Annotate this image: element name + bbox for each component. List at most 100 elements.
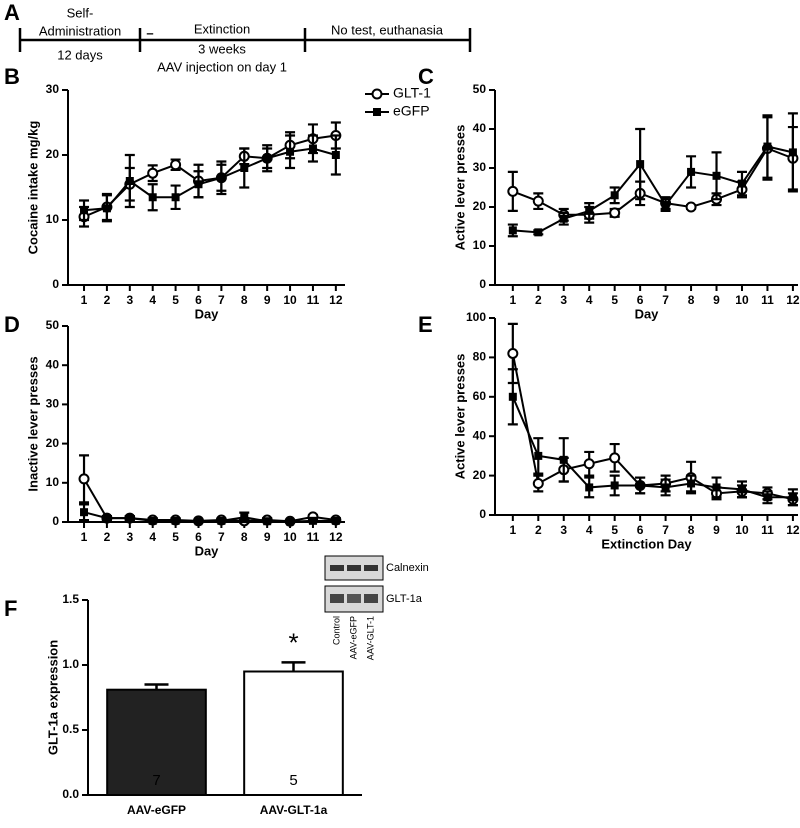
y-tick-label: 1.0 bbox=[62, 657, 79, 671]
x-tick-label: 6 bbox=[195, 530, 202, 544]
point bbox=[685, 201, 697, 213]
legend-marker bbox=[371, 88, 383, 100]
point bbox=[661, 483, 670, 492]
legend-label: eGFP bbox=[393, 103, 430, 119]
point bbox=[308, 144, 317, 153]
x-tick-label: 10 bbox=[283, 530, 297, 544]
point bbox=[532, 477, 544, 489]
x-tick-label: 3 bbox=[126, 293, 133, 307]
stage-label: Extinction bbox=[194, 21, 250, 36]
x-tick-label: 8 bbox=[241, 293, 248, 307]
x-tick-label: AAV-GLT-1a bbox=[260, 803, 328, 817]
y-tick-label: 40 bbox=[473, 121, 487, 135]
y-tick-label: 20 bbox=[46, 436, 60, 450]
x-tick-label: 2 bbox=[104, 293, 111, 307]
y-tick-label: 60 bbox=[473, 389, 487, 403]
point bbox=[712, 483, 721, 492]
series-line bbox=[512, 145, 794, 234]
point bbox=[583, 458, 595, 470]
x-tick-label: 12 bbox=[786, 293, 800, 307]
x-tick-label: 11 bbox=[761, 523, 774, 537]
point bbox=[712, 171, 721, 180]
point bbox=[240, 164, 249, 172]
x-tick-label: 10 bbox=[735, 523, 749, 537]
point bbox=[687, 479, 696, 488]
y-tick-label: 0.0 bbox=[62, 787, 79, 801]
y-tick-label: 0 bbox=[479, 277, 486, 291]
x-tick-label: 4 bbox=[149, 293, 156, 307]
point bbox=[125, 177, 134, 185]
point bbox=[763, 493, 772, 502]
y-axis-label: Cocaine intake mg/kg bbox=[25, 121, 40, 255]
blot-band bbox=[364, 594, 378, 603]
y-axis-label: GLT-1a expression bbox=[45, 640, 60, 755]
point bbox=[80, 508, 89, 517]
y-tick-label: 0 bbox=[52, 514, 59, 528]
point bbox=[661, 201, 670, 210]
point bbox=[147, 167, 159, 179]
western-blot: Calnexin GLT-1a Control AAV-eGFP AAV-GLT… bbox=[324, 555, 429, 660]
point bbox=[148, 516, 157, 525]
panel-label: E bbox=[418, 312, 433, 337]
point bbox=[737, 485, 746, 494]
legend-label: GLT-1 bbox=[393, 85, 431, 101]
point bbox=[507, 185, 519, 197]
x-tick-label: 8 bbox=[241, 530, 248, 544]
x-tick-label: 2 bbox=[535, 293, 542, 307]
x-tick-label: 9 bbox=[713, 523, 720, 537]
x-tick-label: 7 bbox=[218, 293, 225, 307]
point bbox=[609, 207, 621, 219]
significance: * bbox=[288, 627, 298, 657]
x-tick-label: 5 bbox=[172, 530, 179, 544]
x-tick-label: 12 bbox=[329, 530, 343, 544]
blot-band bbox=[347, 594, 361, 603]
point bbox=[194, 180, 203, 189]
y-tick-label: 10 bbox=[46, 475, 60, 489]
timeline bbox=[18, 28, 472, 52]
point bbox=[194, 517, 203, 526]
x-tick-label: 1 bbox=[81, 293, 88, 307]
x-tick-label: 4 bbox=[586, 293, 593, 307]
x-tick-label: 11 bbox=[307, 530, 320, 544]
x-tick-label: 4 bbox=[149, 530, 156, 544]
point bbox=[102, 204, 111, 213]
stage-label: No test, euthanasia bbox=[331, 22, 444, 37]
lane-label: AAV-GLT-1 bbox=[365, 616, 375, 660]
point bbox=[585, 483, 594, 492]
y-axis-label: Active lever presses bbox=[452, 125, 467, 251]
x-tick-label: 9 bbox=[713, 293, 720, 307]
point bbox=[508, 392, 517, 401]
x-tick-label: 2 bbox=[104, 530, 111, 544]
x-tick-label: 11 bbox=[307, 293, 320, 307]
x-tick-label: 10 bbox=[735, 293, 749, 307]
point bbox=[148, 193, 157, 202]
x-tick-label: 10 bbox=[283, 293, 297, 307]
point bbox=[559, 455, 568, 464]
point bbox=[125, 514, 134, 523]
x-axis-label: Day bbox=[195, 306, 220, 321]
x-tick-label: 9 bbox=[264, 530, 271, 544]
blot-band bbox=[347, 565, 361, 571]
x-tick-label: 3 bbox=[126, 530, 133, 544]
x-tick-label: 12 bbox=[786, 523, 800, 537]
x-tick-label: 3 bbox=[560, 293, 567, 307]
x-axis-label: Day bbox=[195, 543, 220, 558]
x-tick-label: 9 bbox=[264, 293, 271, 307]
point bbox=[308, 516, 317, 525]
blot-band bbox=[330, 565, 344, 571]
x-tick-label: 4 bbox=[586, 523, 593, 537]
y-tick-label: 1.5 bbox=[62, 592, 79, 606]
x-tick-label: AAV-eGFP bbox=[127, 803, 186, 817]
x-tick-label: 7 bbox=[662, 293, 669, 307]
y-tick-label: 20 bbox=[46, 147, 60, 161]
error-bar bbox=[281, 661, 306, 672]
n-label: 5 bbox=[289, 772, 297, 789]
y-tick-label: 40 bbox=[473, 428, 487, 442]
y-tick-label: 0.5 bbox=[62, 722, 79, 736]
panel-label: B bbox=[4, 64, 20, 89]
point bbox=[102, 514, 111, 523]
y-tick-label: 10 bbox=[46, 212, 60, 226]
y-tick-label: 20 bbox=[473, 199, 487, 213]
x-tick-label: 7 bbox=[218, 530, 225, 544]
